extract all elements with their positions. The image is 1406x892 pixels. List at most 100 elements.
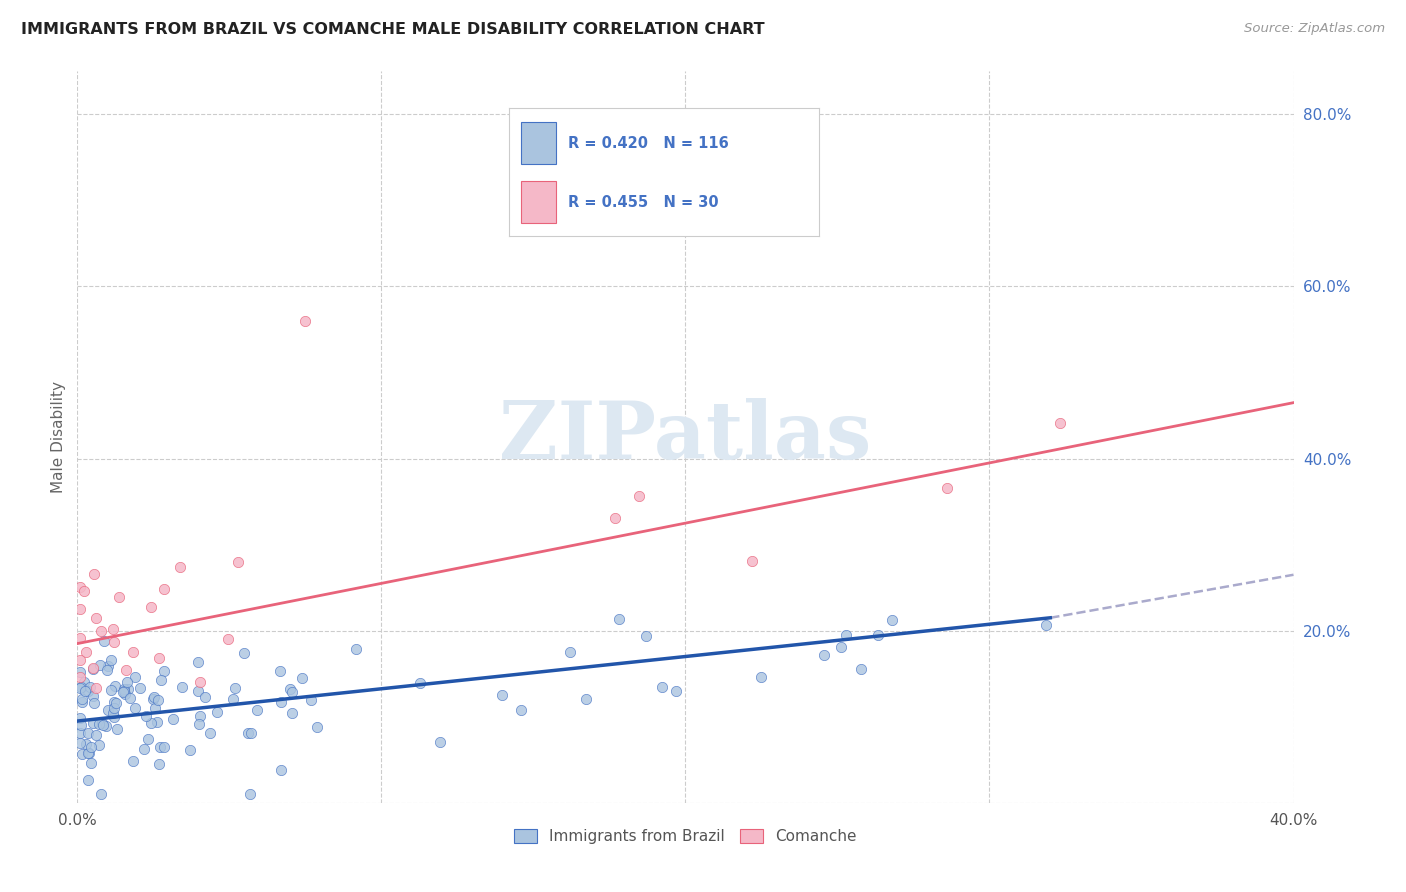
Point — [291, 671, 314, 685]
Point — [129, 681, 152, 695]
Point — [75, 737, 97, 751]
Point — [651, 680, 673, 694]
Point — [82, 662, 104, 676]
Point — [97, 703, 120, 717]
Point — [76, 726, 98, 740]
Point — [76, 773, 98, 788]
Point — [69, 653, 91, 667]
Point — [179, 743, 201, 757]
Point — [83, 696, 105, 710]
Point — [82, 689, 104, 703]
Point — [94, 719, 117, 733]
Point — [299, 693, 322, 707]
Point — [148, 651, 170, 665]
Point — [270, 763, 292, 777]
Point — [281, 685, 304, 699]
Point — [246, 703, 269, 717]
Point — [217, 632, 239, 646]
Point — [96, 663, 118, 677]
Point — [139, 716, 162, 731]
Point — [101, 706, 124, 720]
Point — [112, 684, 135, 698]
Point — [100, 653, 122, 667]
Text: IMMIGRANTS FROM BRAZIL VS COMANCHE MALE DISABILITY CORRELATION CHART: IMMIGRANTS FROM BRAZIL VS COMANCHE MALE … — [21, 22, 765, 37]
Point — [491, 688, 513, 702]
Point — [187, 655, 209, 669]
Point — [100, 683, 122, 698]
Point — [169, 559, 191, 574]
Point — [93, 633, 115, 648]
Point — [103, 701, 125, 715]
Point — [97, 658, 120, 673]
Point — [142, 690, 165, 704]
Point — [143, 700, 166, 714]
Point — [77, 747, 100, 761]
Point — [69, 580, 91, 594]
Point — [269, 665, 291, 679]
Point — [84, 681, 107, 695]
Point — [607, 612, 630, 626]
Point — [238, 726, 260, 740]
Point — [741, 553, 763, 567]
Point — [90, 787, 112, 801]
Point — [205, 706, 228, 720]
Point — [89, 657, 111, 672]
Point — [69, 602, 91, 616]
Point — [70, 691, 93, 706]
Point — [634, 629, 657, 643]
Point — [73, 584, 96, 599]
Point — [835, 628, 858, 642]
Point — [77, 683, 100, 698]
Point — [101, 622, 124, 636]
Point — [188, 708, 211, 723]
Point — [305, 720, 328, 734]
Legend: Immigrants from Brazil, Comanche: Immigrants from Brazil, Comanche — [508, 822, 863, 850]
Point — [134, 742, 156, 756]
Point — [122, 645, 145, 659]
Point — [142, 692, 165, 706]
Point — [69, 670, 91, 684]
Point — [69, 736, 91, 750]
Point — [103, 694, 125, 708]
Point — [162, 713, 184, 727]
Point — [114, 663, 136, 677]
Point — [409, 676, 432, 690]
Point — [751, 670, 773, 684]
Text: ZIPatlas: ZIPatlas — [499, 398, 872, 476]
Point — [108, 590, 131, 604]
Point — [270, 696, 292, 710]
Point — [224, 681, 246, 696]
Point — [112, 685, 135, 699]
Point — [141, 600, 163, 615]
Point — [149, 740, 172, 755]
Point — [558, 645, 581, 659]
Point — [124, 670, 146, 684]
Point — [135, 708, 157, 723]
Point — [294, 314, 316, 328]
Point — [112, 681, 135, 696]
Point — [148, 756, 170, 771]
Point — [1035, 618, 1057, 632]
Point — [83, 566, 105, 581]
Point — [935, 481, 957, 495]
Point — [149, 673, 172, 687]
Point — [87, 738, 110, 752]
Point — [603, 510, 626, 524]
Point — [69, 681, 91, 695]
Point — [575, 692, 598, 706]
Point — [70, 718, 93, 732]
Point — [105, 697, 128, 711]
Point — [84, 611, 107, 625]
Point — [75, 645, 97, 659]
Point — [170, 680, 193, 694]
Point — [103, 635, 125, 649]
Point — [69, 665, 91, 680]
Point — [69, 711, 91, 725]
Point — [830, 640, 852, 654]
Point — [226, 556, 249, 570]
Point — [117, 682, 139, 697]
Point — [117, 675, 139, 690]
Point — [87, 717, 110, 731]
Point — [146, 715, 169, 730]
Point — [118, 691, 141, 706]
